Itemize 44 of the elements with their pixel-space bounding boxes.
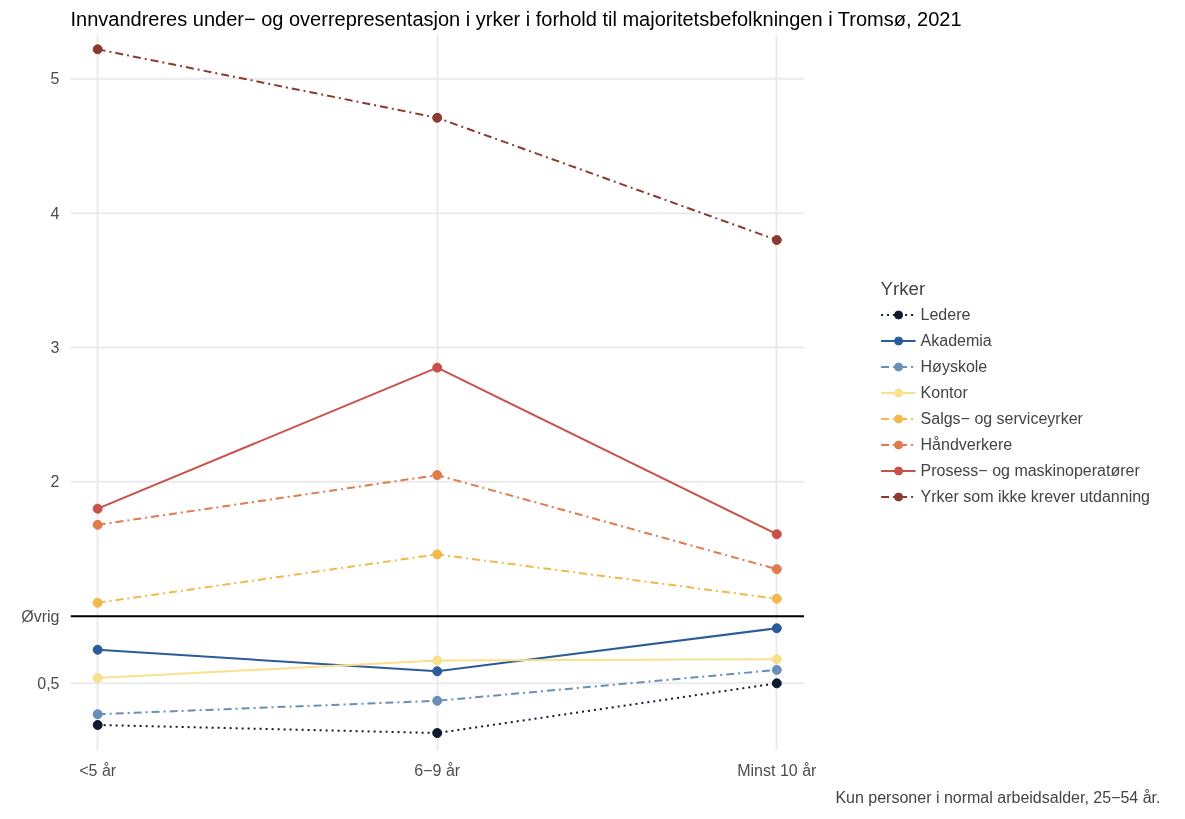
y-tick-label: 0,5: [37, 674, 60, 692]
y-tick-label: 3: [50, 339, 60, 356]
legend-label: Yrker som ikke krever utdanning: [920, 487, 1150, 506]
legend-label: Kontor: [920, 383, 968, 402]
point: [432, 362, 443, 373]
point: [432, 666, 443, 677]
legend-label: Høyskole: [920, 357, 988, 376]
y-tick-label: 2: [50, 473, 60, 491]
x-tick-label: <5 år: [79, 761, 117, 779]
chart-title: Innvandreres under− og overrepresentasjon i yrker i forhold til majoritetsbefolkningen i Tromsø, 2021: [70, 7, 962, 30]
point: [432, 728, 443, 739]
point: [432, 695, 443, 706]
point: [432, 655, 443, 666]
point: [771, 593, 782, 604]
point: [92, 644, 103, 655]
legend-label: Prosess− og maskinoperatører: [920, 461, 1140, 480]
point: [771, 235, 782, 246]
point: [771, 623, 782, 634]
point: [432, 549, 443, 560]
point: [771, 564, 782, 575]
point: [771, 654, 782, 665]
point: [92, 709, 103, 720]
y-tick-label: 5: [50, 70, 60, 88]
legend-label: Håndverkere: [920, 435, 1013, 454]
legend-label: Salgs− og serviceyrker: [920, 409, 1083, 428]
point: [432, 470, 443, 481]
point: [92, 719, 103, 730]
point: [92, 44, 103, 55]
point: [771, 529, 782, 540]
y-tick-label: Øvrig: [21, 607, 60, 625]
legend-label: Akademia: [920, 331, 992, 350]
legend-label: Ledere: [920, 305, 971, 324]
legend-title: Yrker: [880, 277, 927, 300]
point: [771, 664, 782, 675]
y-tick-label: 4: [50, 204, 60, 222]
point: [92, 519, 103, 530]
x-tick-label: 6−9 år: [414, 761, 461, 779]
text: Kun personer i normal arbeidsalder, 25−54 år.: [835, 788, 1161, 806]
point: [92, 503, 103, 514]
point: [432, 112, 443, 123]
point: [92, 672, 103, 683]
point: [92, 597, 103, 608]
x-tick-label: Minst 10 år: [737, 761, 818, 779]
point: [771, 678, 782, 689]
